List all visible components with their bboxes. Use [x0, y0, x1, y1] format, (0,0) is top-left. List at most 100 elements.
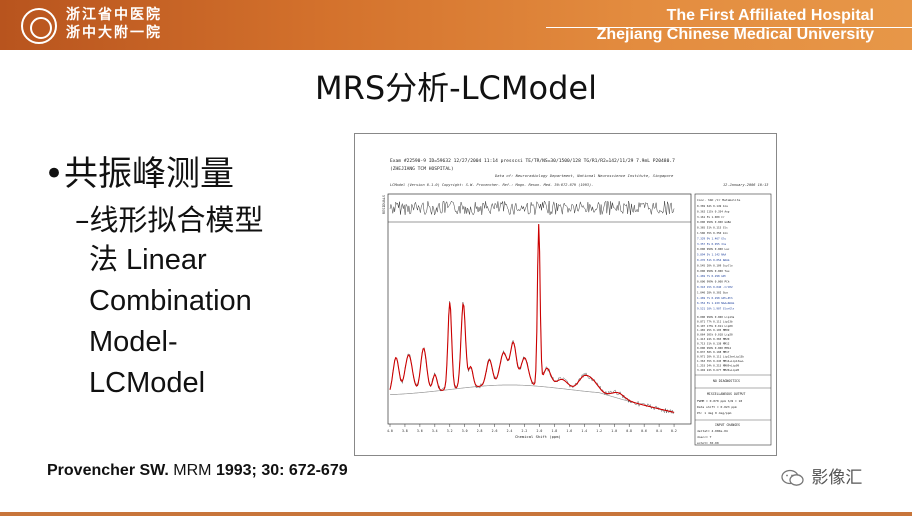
figure-header-line2: (ZHEJIANG TCM HOSPITAL)	[390, 166, 454, 172]
input-line-1: deltat= 4.000e-04	[697, 429, 728, 433]
x-axis-ticks: 4.0 3.8 3.6 3.4 3.2 3.0 2.8 2.6 2.4 2.2 2.0 1.8 1.6 1…	[387, 424, 677, 433]
sub-bullet-text: 法 Linear Combination Model- LCModel	[89, 240, 329, 404]
sub-line-2: Combination	[89, 285, 252, 317]
x-tick-label: 2.2	[522, 429, 528, 433]
watermark: 影像汇	[780, 463, 862, 488]
results-table-row: 0.000 999% 0.000 PCh	[697, 280, 730, 284]
hospital-name-cn: 浙江省中医院 浙中大附一院	[66, 6, 162, 42]
x-tick-label: 3.8	[402, 429, 408, 433]
results-table-frame	[694, 193, 772, 446]
results-table-row: 3.494 24% 0.677 MM20+Lip20	[697, 368, 739, 372]
lcmodel-output-image: Exam #22590-9 ID=59632 12/27/2004 11:14 …	[382, 158, 772, 446]
figure-version-line: LCModel (Version 6.1-0) Copyright: S.W. …	[390, 183, 593, 187]
results-table-row: 0.343 15% 0.040 -CrCH2	[697, 285, 733, 289]
reference-author: Provencher SW.	[47, 462, 169, 479]
results-table-row: 0.369 64% 0.149 Ala	[697, 204, 728, 208]
results-table-row: 3.357 5% 0.955 Ins	[697, 242, 727, 246]
hospital-name-cn-line1: 浙江省中医院	[66, 7, 162, 23]
sub-line-4: LCModel	[89, 367, 206, 399]
results-table-row: 5.894 5% 1.142 NAA	[697, 253, 727, 257]
results-table-row: 1.469 7% 0.298 GPC+PCh	[697, 296, 733, 300]
x-tick-label: 0.4	[656, 429, 662, 433]
reference-numbers: 1993; 30: 672-679	[215, 462, 348, 479]
results-table-header: Conc. %SD /Cr Metabolite	[697, 198, 741, 202]
x-axis-label: Chemical Shift (ppm)	[515, 434, 561, 439]
bullet-text: 共振峰测量	[64, 154, 234, 194]
x-tick-label: 3.2	[447, 429, 453, 433]
results-table-row: 0.871 77% 0.111 Lip13b	[697, 319, 733, 323]
misc-output-title: MISCELLANEOUS OUTPUT	[707, 392, 745, 396]
results-table-row: 0.064 301% 0.018 Lip20	[697, 333, 733, 337]
results-table-row: 9.521 10% 1.907 Glu+Gln	[697, 307, 735, 311]
residual-axis-label: RESIDUALS	[382, 195, 386, 214]
spectrum-frame	[387, 193, 692, 425]
x-tick-label: 1.8	[551, 429, 557, 433]
baseline-curve	[389, 384, 675, 413]
x-tick-label: 2.0	[537, 429, 543, 433]
input-line-3: echot= 30.00	[697, 441, 719, 445]
header-banner: 浙江省中医院 浙中大附一院 The First Affiliated Hospi…	[0, 0, 912, 50]
results-table-row: 0.000 999% 0.000 Lac	[697, 247, 730, 251]
results-table-row: 0.713 31% 0.138 MM12	[697, 341, 730, 345]
results-table-row: 1.253 24% 0.215 MM09+Lip09	[697, 363, 739, 367]
x-tick-label: 3.0	[462, 429, 468, 433]
hospital-name-en-line1: The First Affiliated Hospital	[666, 7, 874, 24]
footer-line	[0, 512, 912, 516]
x-tick-label: 1.4	[581, 429, 587, 433]
results-table-row: 1.506 35% 0.350 Gln	[697, 231, 728, 235]
bullet-dot-icon: •	[44, 154, 65, 194]
x-tick-label: 1.0	[611, 429, 617, 433]
x-tick-label: 0.8	[626, 429, 632, 433]
results-table-row: 1.413 24% 0.383 MM20	[697, 337, 730, 341]
figure-header-line1: Exam #22590-9 ID=59632 12/27/2004 11:14 …	[390, 158, 675, 164]
x-tick-label: 1.2	[596, 429, 602, 433]
x-tick-label: 0.2	[671, 429, 677, 433]
results-table-row: 0.365 51% 0.115 Glc	[697, 226, 728, 230]
lcmodel-fit-curve	[389, 224, 675, 413]
figure-header-line3: Data of: Neuroradiology Department, Nati…	[494, 173, 674, 178]
figure-date: 12-January-2006 10:13	[723, 183, 768, 187]
results-table-row: 0.971 20% 0.111 Lip13a+Lip13b	[697, 355, 744, 359]
header-divider	[546, 27, 912, 28]
diagnostics-title: NO DIAGNOSTICS	[713, 379, 740, 383]
sub-line-1: 法 Linear	[89, 244, 207, 276]
bullet-main: •共振峰测量	[44, 146, 234, 195]
x-tick-label: 4.0	[387, 429, 393, 433]
x-tick-label: 3.6	[417, 429, 423, 433]
lcmodel-figure: Exam #22590-9 ID=59632 12/27/2004 11:14 …	[354, 133, 777, 456]
results-table-row: 0.000 999% 0.000 GABA	[697, 220, 731, 224]
wechat-icon	[781, 469, 804, 486]
x-tick-label: 2.4	[507, 429, 513, 433]
results-table-row: 1.465 25% 0.195 MM09	[697, 328, 730, 332]
results-table-row: 3.161 5% 1.000 Cr	[697, 215, 725, 219]
reference-journal: MRM	[173, 462, 212, 479]
x-tick-label: 0.6	[641, 429, 647, 433]
results-table-row: 0.545 20% 0.109 Scyllo	[697, 263, 733, 267]
sub-line-3: Model-	[89, 326, 178, 358]
slide-title: MRS分析-LCModel	[315, 69, 597, 107]
results-table-row: 0.362 111% 0.354 Asp	[697, 209, 730, 213]
reference-citation: Provencher SW. MRM 1993; 30: 672-679	[47, 462, 348, 480]
x-tick-label: 1.6	[566, 429, 572, 433]
results-table-row: 0.000 999% 0.000 Tau	[697, 269, 730, 273]
results-table-row: 1.040 28% 0.302 Gua	[697, 290, 728, 294]
results-table-row: 0.276 51% 0.054 NAAG	[697, 258, 730, 262]
residual-trace	[389, 200, 675, 216]
x-tick-label: 3.4	[432, 429, 438, 433]
results-table-row: 0.000 999% 0.000 MM14	[697, 346, 731, 350]
misc-line-2: Data shift = 0.023 ppm	[697, 405, 737, 409]
results-table-row: 0.837 58% 0.108 MM17	[697, 350, 730, 354]
hospital-name-cn-line2: 浙中大附一院	[66, 25, 162, 41]
results-table-row: 6.352 5% 1.229 NAA+NAAG	[697, 301, 735, 305]
results-table-row: 0.107 175% 0.011 Lip09	[697, 324, 733, 328]
results-table-row: 0.000 999% 0.000 Lip13a	[697, 315, 735, 319]
results-table-row: 1.363 35% 0.245 MM14+Lip13a+L	[697, 359, 744, 363]
x-tick-label: 2.6	[492, 429, 498, 433]
hospital-name-en: The First Affiliated Hospital Zhejiang C…	[597, 6, 874, 44]
input-line-2: doecc= T	[697, 435, 712, 439]
results-table-row: 7.329 9% 1.467 Glu	[697, 236, 727, 240]
sub-bullet-prefix: –线形拟合模型	[75, 203, 264, 237]
misc-line-3: Ph: 1 deg 0 deg/ppm	[697, 411, 732, 415]
